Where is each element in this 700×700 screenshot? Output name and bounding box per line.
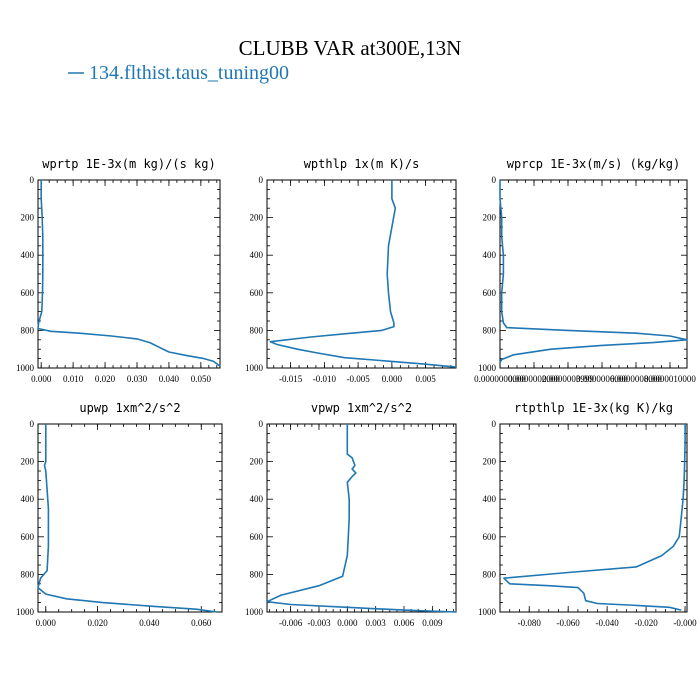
x-tick-label: 0.006: [394, 618, 415, 628]
panels-group: wprtp 1E-3x(m kg)/(s kg) 0 200 400 600 800 100…: [16, 157, 697, 628]
series-line: [269, 180, 457, 368]
plot-frame: [266, 423, 457, 613]
y-tick-label: 600: [483, 532, 497, 542]
plot-frame: [499, 179, 688, 369]
x-tick-label: 0.0000002000: [508, 374, 560, 384]
x-tick-label: -0.080: [518, 618, 542, 628]
panel-title: vpwp 1xm^2/s^2: [311, 401, 412, 415]
panel-title: rtpthlp 1E-3x(kg K)/kg: [514, 401, 673, 415]
x-tick-label: 0.030: [127, 374, 148, 384]
x-tick-label: 0.040: [139, 618, 160, 628]
y-tick-label: 800: [250, 569, 264, 579]
y-tick-label: 0: [492, 419, 497, 429]
plot-frame: [266, 179, 457, 369]
y-tick-label: 200: [21, 457, 35, 467]
x-tick-label: -0.000: [673, 618, 697, 628]
y-tick-label: 400: [483, 494, 497, 504]
panel-2: wpthlp 1x(m K)/s02004006008001000-0.015-…: [245, 157, 457, 384]
x-tick-label: -0.060: [557, 618, 581, 628]
panel-4: upwp 1xm^2/s^2 0 200 400 600 800 10000.000 0.02…: [16, 401, 223, 628]
y-tick-label: 200: [250, 213, 264, 223]
y-tick-label: 200: [483, 213, 497, 223]
y-tick-label: 400: [483, 250, 497, 260]
y-tick-label: 600: [483, 288, 497, 298]
x-tick-label: -0.003: [307, 618, 331, 628]
y-tick-label: 800: [21, 569, 35, 579]
series-line: [499, 180, 688, 363]
x-tick-label: -0.040: [596, 618, 620, 628]
y-tick-label: 600: [250, 532, 264, 542]
x-tick-label: 0.0000000000: [474, 374, 526, 384]
x-tick-label: 0.000: [337, 618, 358, 628]
x-tick-label: 0.020: [87, 618, 108, 628]
x-tick-label: -0.006: [279, 618, 303, 628]
y-tick-label: 800: [483, 325, 497, 335]
x-tick-label: 0.010: [63, 374, 84, 384]
x-tick-label: 0.009: [422, 618, 443, 628]
series-line: [503, 424, 686, 611]
panel-title: upwp 1xm^2/s^2: [79, 401, 180, 415]
y-tick-label: 1000: [478, 363, 497, 373]
plot-frame: [37, 179, 221, 369]
y-tick-label: 0: [259, 175, 264, 185]
y-tick-label: 1000: [245, 607, 264, 617]
y-tick-label: 600: [21, 532, 35, 542]
y-tick-label: 1000: [16, 607, 35, 617]
x-tick-label: -0.015: [279, 374, 303, 384]
y-tick-label: 800: [250, 325, 264, 335]
y-tick-label: 200: [483, 457, 497, 467]
y-tick-label: 400: [250, 494, 264, 504]
y-tick-label: 200: [250, 457, 264, 467]
panel-5: vpwp 1xm^2/s^2 0 200 400 600 800 1000 -0.006 -0.…: [245, 401, 457, 628]
y-tick-label: 0: [30, 419, 35, 429]
figure-title: CLUBB VAR at300E,13N: [239, 36, 462, 60]
x-tick-label: -0.005: [347, 374, 371, 384]
x-tick-label: 0.020: [95, 374, 116, 384]
x-tick-label: 0.003: [366, 618, 387, 628]
series-line: [37, 180, 221, 367]
y-tick-label: 0: [30, 175, 35, 185]
x-tick-label: 0.0000010000: [644, 374, 696, 384]
panel-6: rtpthlp 1E-3x(kg K)/kg 0 200 400 600 800 1000 -…: [478, 401, 697, 628]
y-tick-label: 600: [21, 288, 35, 298]
y-tick-label: 600: [250, 288, 264, 298]
y-tick-label: 200: [21, 213, 35, 223]
series-line: [37, 424, 217, 613]
x-tick-label: 0.050: [191, 374, 212, 384]
legend-label: 134.flthist.taus_tuning00: [89, 62, 289, 84]
plot-frame: [37, 423, 223, 613]
y-tick-label: 0: [259, 419, 264, 429]
y-tick-label: 800: [21, 325, 35, 335]
x-tick-label: 0.005: [416, 374, 437, 384]
panel-title: wpthlp 1x(m K)/s: [304, 157, 420, 171]
panel-title: wprcp 1E-3x(m/s) (kg/kg): [507, 157, 680, 171]
panel-3: wprcp 1E-3x(m/s) (kg/kg) 0 200 400 600 800 100…: [474, 157, 696, 384]
x-tick-label: 0.0000006000: [576, 374, 628, 384]
y-tick-label: 1000: [16, 363, 35, 373]
y-tick-label: 800: [483, 569, 497, 579]
x-tick-label: 0.0000003999: [542, 374, 594, 384]
panel-title: wprtp 1E-3x(m kg)/(s kg): [42, 157, 215, 171]
x-tick-label: -0.020: [634, 618, 658, 628]
x-tick-label: 0.000: [382, 374, 403, 384]
x-tick-label: 0.040: [159, 374, 180, 384]
series-line: [266, 424, 457, 613]
y-tick-label: 400: [21, 494, 35, 504]
x-tick-label: -0.010: [313, 374, 337, 384]
x-tick-label: 0.060: [191, 618, 212, 628]
y-tick-label: 1000: [245, 363, 264, 373]
y-tick-label: 0: [492, 175, 497, 185]
y-tick-label: 1000: [478, 607, 497, 617]
y-tick-label: 400: [21, 250, 35, 260]
x-tick-label: 0.000: [31, 374, 52, 384]
plot-frame: [499, 423, 688, 613]
x-tick-label: 0.0000008000: [610, 374, 662, 384]
y-tick-label: 400: [250, 250, 264, 260]
x-tick-label: 0.000: [36, 618, 57, 628]
panel-1: wprtp 1E-3x(m kg)/(s kg) 0 200 400 600 800 100…: [16, 157, 221, 384]
